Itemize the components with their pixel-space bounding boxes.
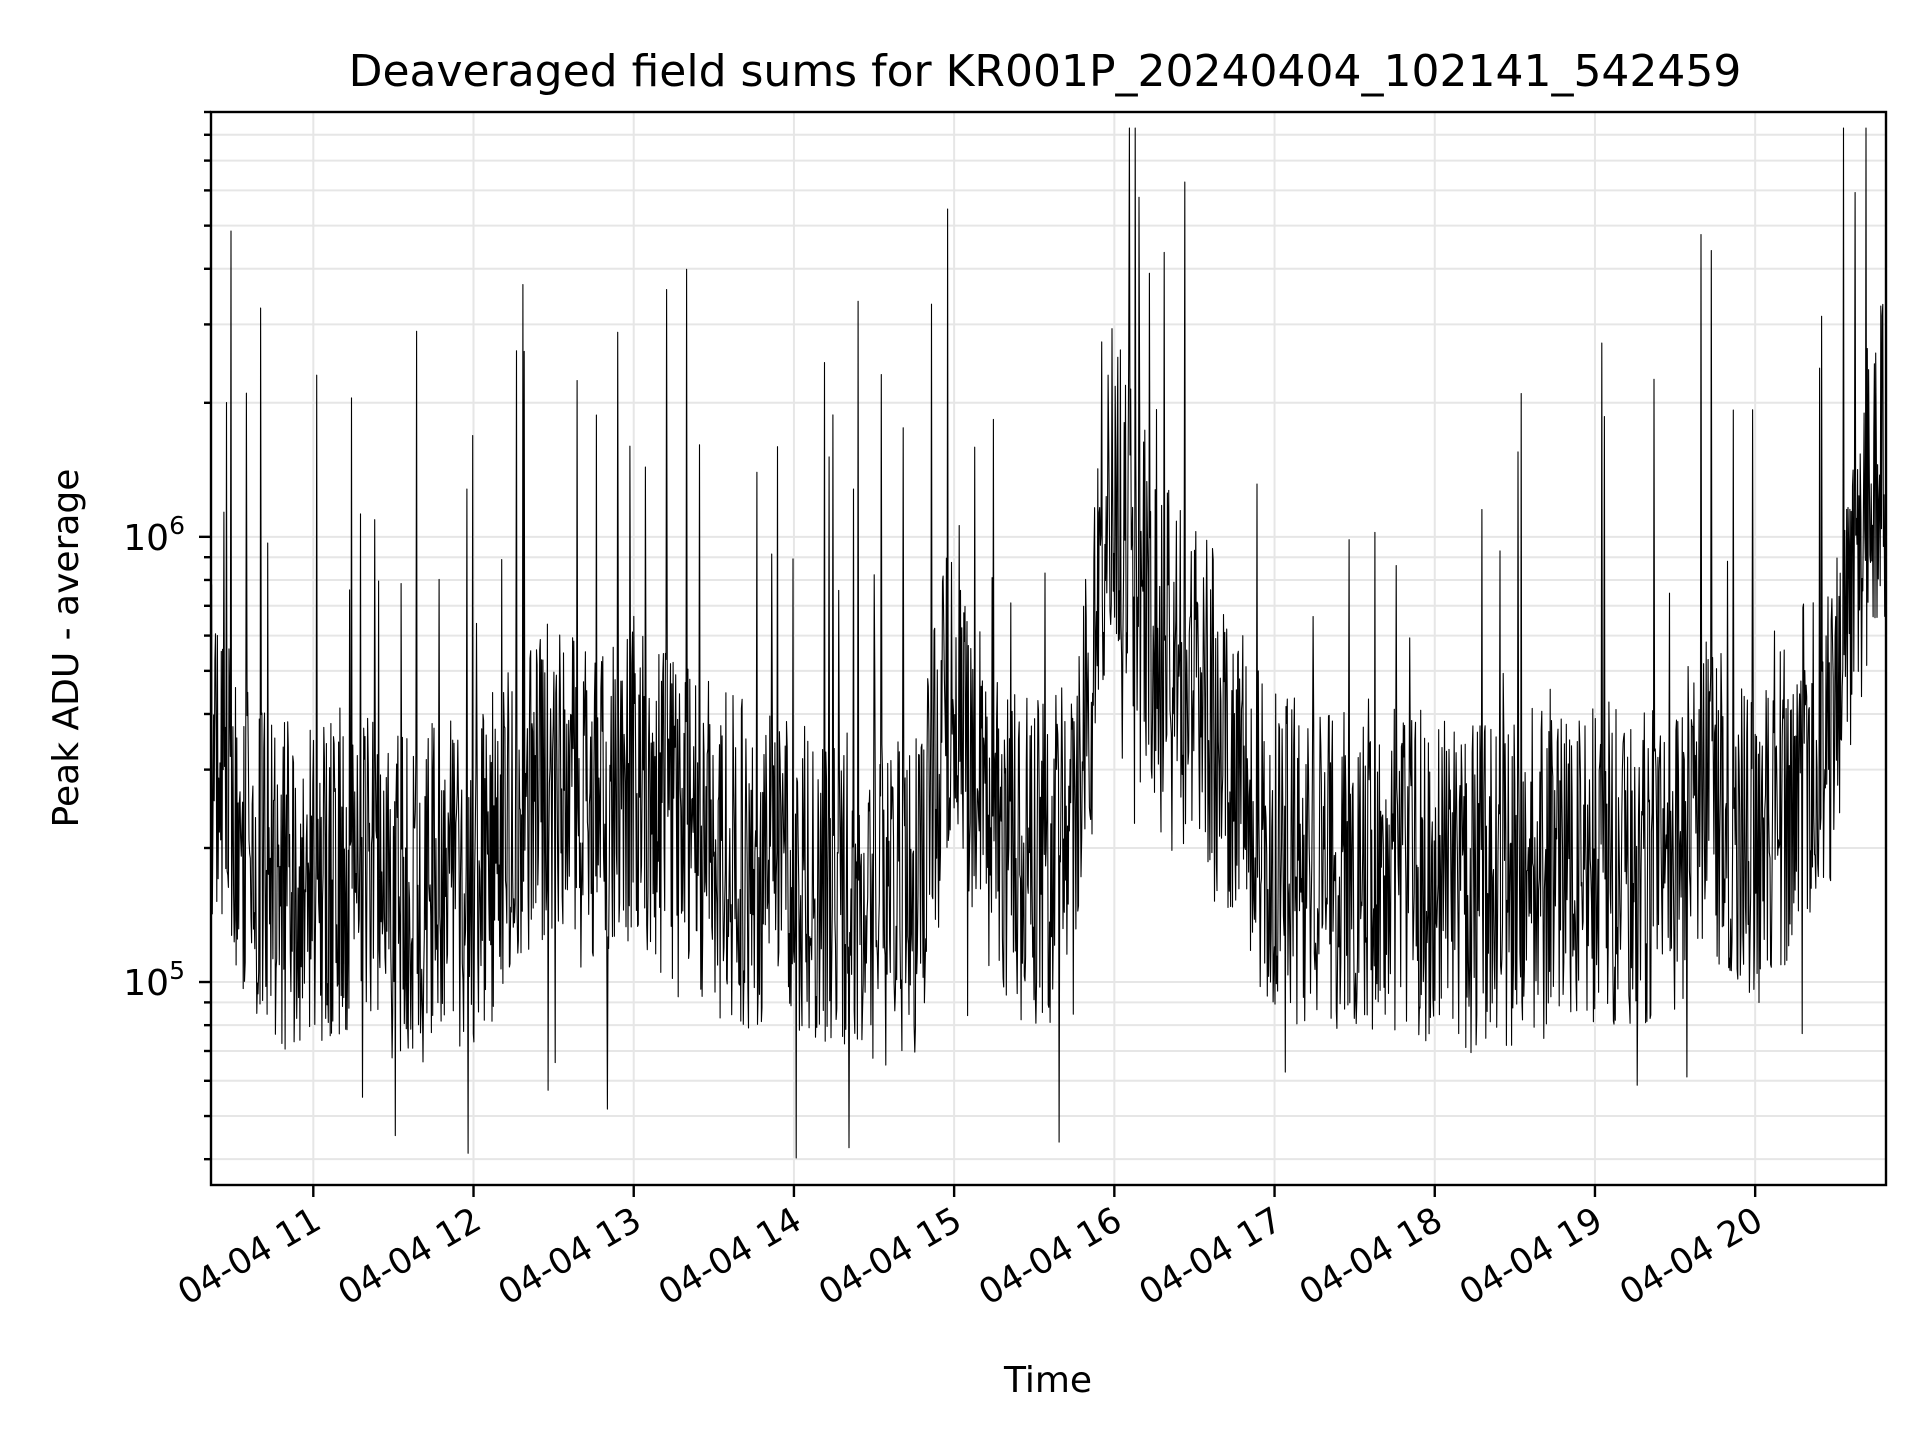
- chart-title: Deaveraged field sums for KR001P_2024040…: [349, 46, 1742, 97]
- plot-frame: [209, 110, 1888, 1187]
- x-tick-label: 04-04 19: [1453, 1200, 1609, 1313]
- series-line: [210, 127, 1887, 1159]
- y-axis: 105 106: [123, 110, 211, 1161]
- x-tick-label: 04-04 20: [1613, 1200, 1769, 1313]
- x-axis: 04-04 11 04-04 12 04-04 13 04-04 14 04-04 15…: [172, 1185, 1770, 1313]
- x-axis-label: Time: [1003, 1360, 1092, 1401]
- x-tick-label: 04-04 14: [652, 1200, 808, 1313]
- x-tick-label: 04-04 12: [332, 1200, 488, 1313]
- y-tick-label: 106: [123, 511, 185, 559]
- x-tick-label: 04-04 18: [1293, 1200, 1449, 1313]
- x-tick-label: 04-04 17: [1133, 1200, 1289, 1313]
- y-tick-label: 105: [123, 956, 185, 1004]
- x-tick-label: 04-04 15: [812, 1200, 968, 1313]
- x-tick-label: 04-04 11: [172, 1200, 328, 1313]
- y-axis-label: Peak ADU - average: [46, 469, 87, 828]
- grid: [211, 111, 1886, 1185]
- x-tick-label: 04-04 16: [973, 1200, 1129, 1313]
- x-tick-label: 04-04 13: [492, 1200, 648, 1313]
